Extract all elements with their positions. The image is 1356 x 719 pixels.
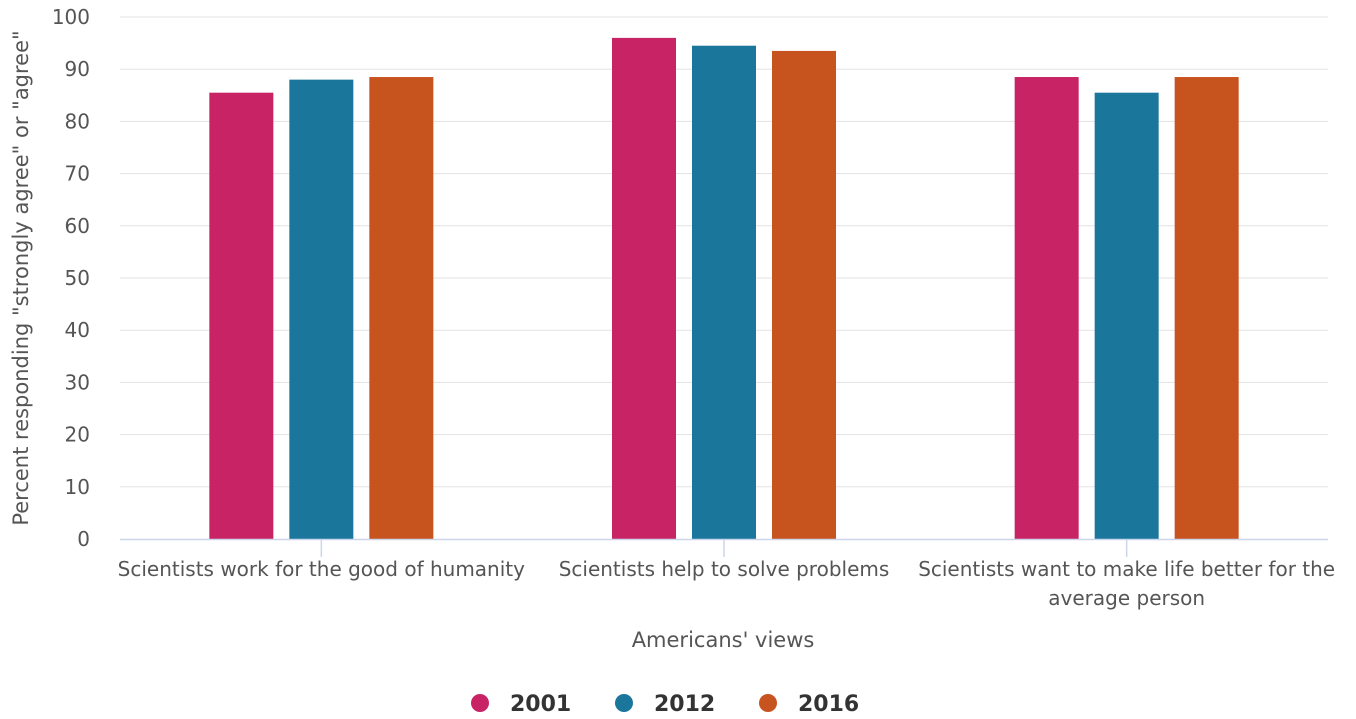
axes: 0 10 20 30 40 50 60 70 80 90 100 Scientists work fo… <box>52 5 1335 610</box>
y-tick-label: 20 <box>65 423 90 447</box>
y-tick-label: 90 <box>65 57 90 81</box>
x-tick-label: Scientists work for the good of humanity <box>118 557 525 581</box>
y-tick-label: 10 <box>65 475 90 499</box>
y-tick-label: 30 <box>65 370 90 394</box>
y-tick-label: 40 <box>65 318 90 342</box>
y-tick-label: 50 <box>65 266 90 290</box>
y-tick-label: 80 <box>65 109 90 133</box>
bar-2001 <box>1014 77 1079 539</box>
bar-2016 <box>369 77 434 539</box>
legend-marker-2016 <box>759 694 777 712</box>
x-tick-label: Scientists want to make life better for … <box>918 557 1335 581</box>
legend-label-2016: 2016 <box>798 692 859 717</box>
bar-2012 <box>692 45 756 540</box>
legend: 2001 2012 2016 <box>471 692 859 717</box>
y-axis-title: Percent responding "strongly agree" or "… <box>9 30 33 525</box>
bar-2001 <box>612 37 676 539</box>
bar-2016 <box>1174 77 1239 539</box>
bar-2001 <box>209 92 274 539</box>
x-tick-label: Scientists help to solve problems <box>559 557 890 581</box>
y-tick-label: 100 <box>52 5 90 29</box>
y-tick-label: 0 <box>77 527 90 551</box>
legend-label-2001: 2001 <box>510 692 571 717</box>
bar-2012 <box>289 79 354 539</box>
bars <box>209 37 1239 540</box>
y-tick-label: 70 <box>65 162 90 186</box>
x-axis-title: Americans' views <box>632 628 815 652</box>
legend-label-2012: 2012 <box>654 692 715 717</box>
y-tick-label: 60 <box>65 214 90 238</box>
bar-2012 <box>1094 92 1159 539</box>
legend-marker-2012 <box>615 694 633 712</box>
bar-2016 <box>772 50 836 540</box>
legend-marker-2001 <box>471 694 489 712</box>
x-tick-label: average person <box>1048 586 1205 610</box>
